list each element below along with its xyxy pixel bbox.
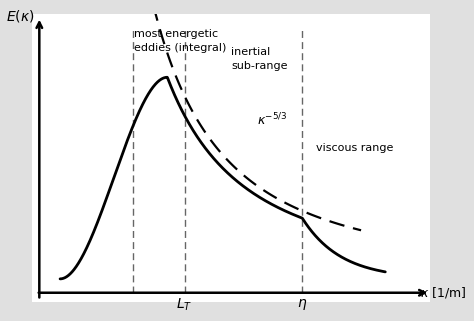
Text: $\eta$: $\eta$: [297, 297, 308, 312]
Text: $\kappa^{-5/3}$: $\kappa^{-5/3}$: [257, 112, 288, 128]
Text: $\kappa$ [1/m]: $\kappa$ [1/m]: [420, 285, 466, 300]
Text: inertial
sub-range: inertial sub-range: [231, 47, 288, 71]
Text: $E(\kappa)$: $E(\kappa)$: [6, 8, 35, 24]
Text: $L_T$: $L_T$: [176, 297, 193, 313]
Text: viscous range: viscous range: [316, 143, 393, 153]
Text: most energetic
eddies (integral): most energetic eddies (integral): [135, 30, 227, 53]
